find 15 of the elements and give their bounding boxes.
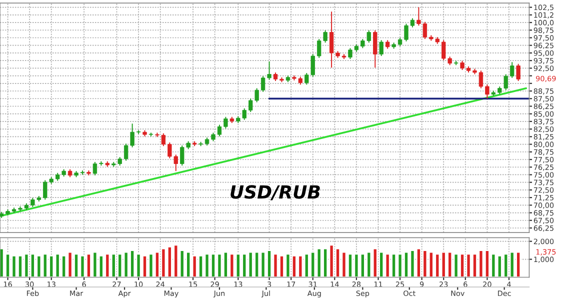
candlestick [516, 63, 520, 82]
candlestick [373, 30, 378, 68]
candlestick [410, 18, 415, 28]
candlestick [260, 76, 266, 92]
candlestick [92, 161, 98, 176]
candlestick [217, 124, 222, 137]
candlestick [348, 48, 352, 60]
candlestick [329, 11, 334, 68]
annotation: USD/RUB [230, 185, 320, 200]
candlestick [510, 62, 514, 78]
candlestick [224, 116, 228, 129]
candlestick [404, 23, 408, 42]
candlestick [379, 40, 384, 56]
candlestick [460, 60, 464, 70]
candlestick [478, 70, 484, 89]
